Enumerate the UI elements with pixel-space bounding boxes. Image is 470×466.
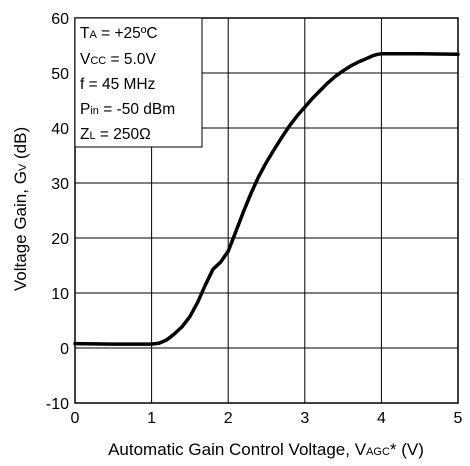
conditions-box-frame [74,17,203,148]
x-tick-label: 0 [71,410,80,427]
x-axis-label: Automatic Gain Control Voltage, VAGC* (V… [108,440,424,459]
conditions-box: TA = +25ºC VCC = 5.0V f = 45 MHz Pin = -… [74,17,203,148]
x-tick-label: 4 [377,410,386,427]
condition-load-impedance: ZL = 250Ω [80,126,151,143]
y-tick-label: 20 [51,231,69,248]
y-tick-label: 10 [51,286,69,303]
x-tick-label: 2 [224,410,233,427]
x-tick-label: 1 [147,410,156,427]
grid [75,18,458,403]
condition-temperature: TA = +25ºC [80,25,158,42]
gain-curve [73,52,460,346]
plot-border [74,17,459,404]
y-tick-label: 0 [60,341,69,358]
y-tick-label: 50 [51,66,69,83]
plot-frame [74,17,459,404]
y-tick-label: 40 [51,121,69,138]
y-tick-label: 30 [51,176,69,193]
x-tick-label: 5 [454,410,463,427]
condition-supply-voltage: VCC = 5.0V [80,51,156,68]
y-tick-label: -10 [46,396,69,413]
x-tick-label: 3 [300,410,309,427]
y-axis-label: Voltage Gain, GV (dB) [11,127,30,291]
condition-frequency: f = 45 MHz [80,76,155,93]
series-layer [73,52,460,346]
y-tick-label: 60 [51,11,69,28]
condition-input-power: Pin = -50 dBm [80,101,175,118]
